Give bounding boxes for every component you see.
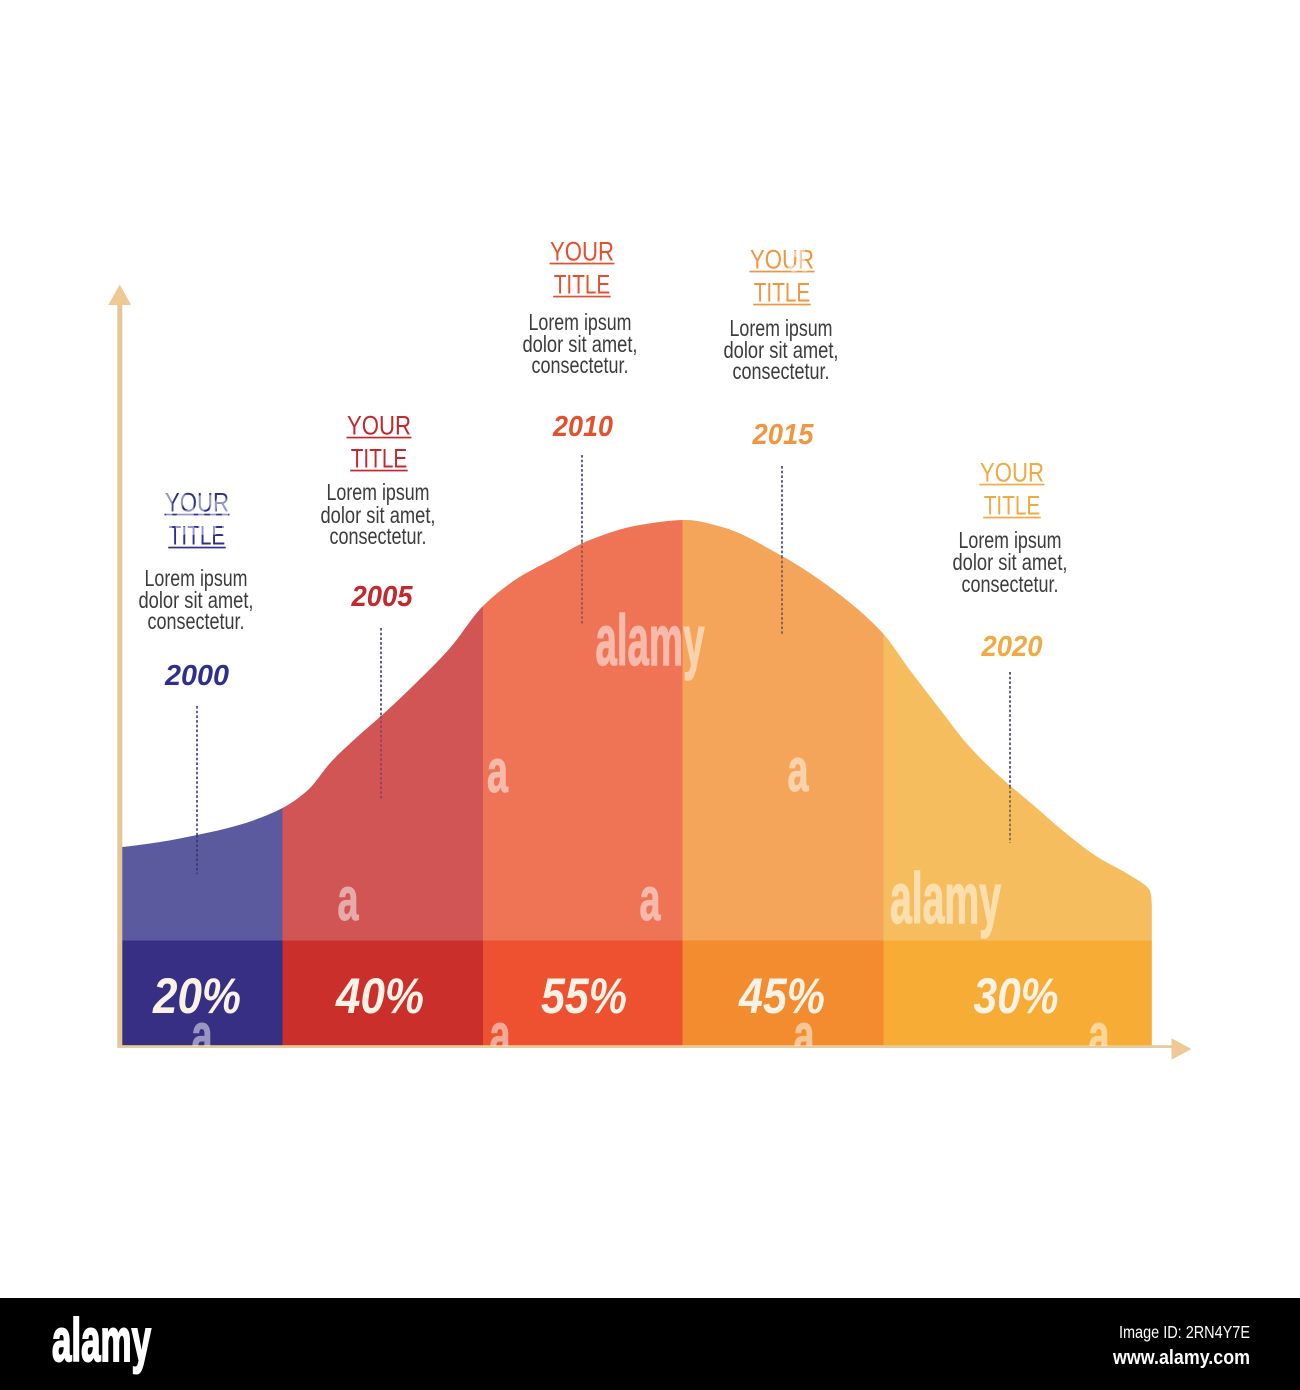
svg-text:alamy: alamy	[890, 860, 1001, 939]
svg-text:consectetur.: consectetur.	[148, 608, 245, 634]
svg-text:YOUR: YOUR	[550, 237, 614, 267]
svg-text:30%: 30%	[974, 968, 1059, 1024]
svg-text:TITLE: TITLE	[754, 278, 811, 308]
svg-text:Lorem ipsum: Lorem ipsum	[730, 315, 833, 341]
svg-text:dolor sit amet,: dolor sit amet,	[321, 502, 436, 528]
svg-text:Image ID: 2RN4Y7E: Image ID: 2RN4Y7E	[1119, 1322, 1250, 1342]
svg-text:TITLE: TITLE	[169, 521, 226, 551]
svg-text:YOUR: YOUR	[165, 488, 229, 518]
svg-text:2015: 2015	[752, 419, 815, 451]
svg-text:dolor sit amet,: dolor sit amet,	[724, 337, 839, 363]
svg-text:Lorem ipsum: Lorem ipsum	[529, 309, 632, 335]
svg-text:dolor sit amet,: dolor sit amet,	[953, 549, 1068, 575]
svg-text:a: a	[640, 865, 661, 934]
svg-text:20%: 20%	[152, 968, 241, 1024]
svg-text:2010: 2010	[552, 411, 613, 443]
svg-text:45%: 45%	[738, 968, 825, 1024]
svg-text:2005: 2005	[351, 581, 414, 613]
svg-text:2020: 2020	[981, 631, 1043, 663]
svg-text:YOUR: YOUR	[347, 411, 411, 441]
svg-text:40%: 40%	[335, 968, 424, 1024]
svg-text:alamy: alamy	[596, 602, 705, 681]
svg-text:a: a	[1089, 1001, 1110, 1070]
svg-text:YOUR: YOUR	[980, 458, 1044, 488]
svg-text:TITLE: TITLE	[984, 491, 1041, 521]
svg-text:YOUR: YOUR	[750, 245, 814, 275]
svg-text:dolor sit amet,: dolor sit amet,	[139, 587, 254, 613]
svg-text:a: a	[338, 865, 359, 934]
svg-text:consectetur.: consectetur.	[962, 571, 1059, 597]
svg-text:TITLE: TITLE	[554, 270, 611, 300]
svg-text:www.alamy.com: www.alamy.com	[1112, 1347, 1250, 1369]
svg-text:Lorem ipsum: Lorem ipsum	[145, 565, 248, 591]
svg-text:alamy: alamy	[143, 471, 252, 550]
svg-text:a: a	[192, 1001, 213, 1070]
svg-text:55%: 55%	[541, 968, 627, 1024]
svg-text:a: a	[490, 1001, 511, 1070]
svg-text:consectetur.: consectetur.	[733, 358, 830, 384]
svg-text:a: a	[794, 1001, 815, 1070]
svg-text:dolor sit amet,: dolor sit amet,	[523, 331, 638, 357]
svg-text:TITLE: TITLE	[351, 444, 408, 474]
svg-text:consectetur.: consectetur.	[532, 352, 629, 378]
svg-text:Lorem ipsum: Lorem ipsum	[327, 479, 430, 505]
svg-text:a: a	[787, 216, 808, 285]
svg-text:2000: 2000	[164, 660, 229, 692]
svg-text:Lorem ipsum: Lorem ipsum	[959, 527, 1062, 553]
svg-text:consectetur.: consectetur.	[330, 523, 427, 549]
svg-text:alamy: alamy	[52, 1307, 151, 1374]
svg-text:a: a	[487, 737, 508, 806]
svg-text:a: a	[788, 736, 809, 805]
